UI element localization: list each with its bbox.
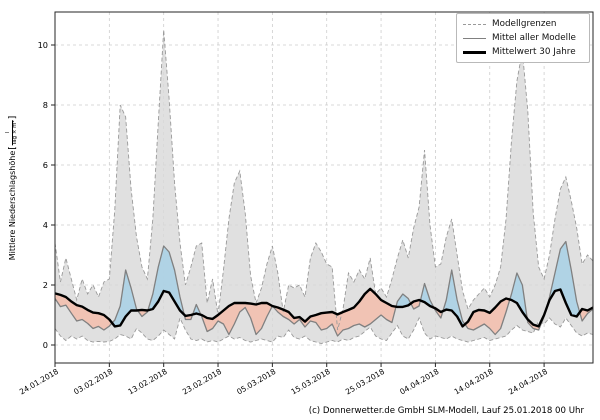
above-normal-fill	[147, 246, 185, 315]
y-tick-label: 2	[43, 280, 48, 290]
y-tick-label: 6	[43, 160, 48, 170]
x-tick-label: 24.04.2018	[507, 367, 549, 397]
x-tick-label: 23.02.2018	[181, 367, 223, 397]
below-normal-fill	[137, 309, 148, 317]
x-tick-label: 03.02.2018	[72, 367, 114, 397]
above-normal-fill	[442, 270, 465, 327]
axes: 0 2 4 6 8 10 24.01.2018 03.02.2018 13.02.2018 23.…	[18, 40, 549, 397]
below-normal-fill	[200, 288, 397, 336]
x-tick-label: 24.01.2018	[18, 367, 60, 397]
y-tick-label: 8	[43, 100, 48, 110]
legend-label: Mittelwert 30 Jahre	[492, 46, 576, 57]
x-tick-label: 13.02.2018	[127, 367, 169, 397]
model-range-band	[55, 30, 593, 344]
y-axis-unit-denominator: Tag × m²	[11, 120, 20, 146]
legend-item-model-bounds: Modellgrenzen	[463, 17, 584, 31]
below-normal-fill	[55, 293, 113, 330]
y-axis-unit-bracket-close: ]	[7, 115, 18, 120]
above-normal-fill	[396, 294, 411, 307]
x-tick-label: 14.04.2018	[453, 367, 495, 397]
y-tick-label: 0	[43, 340, 48, 350]
copyright-caption: (c) Donnerwetter.de GmbH SLM-Modell, Lau…	[308, 406, 584, 416]
y-tick-label: 10	[38, 40, 48, 50]
y-axis-label-text: Mittlere Niederschlagshöhe	[8, 150, 18, 261]
y-axis-unit-fraction: l Tag × m²	[5, 120, 20, 146]
black-line-swatch-icon	[463, 50, 486, 54]
dashed-line-swatch-icon	[463, 23, 486, 25]
legend-label: Mittel aller Modelle	[492, 32, 576, 43]
above-normal-fill	[192, 304, 201, 315]
model-min-line	[54, 316, 594, 344]
x-tick-label: 05.03.2018	[235, 367, 277, 397]
y-tick-label: 4	[43, 220, 48, 230]
y-axis-unit-bracket-open: [	[7, 146, 18, 150]
x-tick-label: 25.03.2018	[344, 367, 386, 397]
legend-item-model-mean: Mittel aller Modelle	[463, 31, 584, 45]
legend-item-30yr-mean: Mittelwert 30 Jahre	[463, 45, 584, 59]
y-axis-label: Mittlere Niederschlagshöhe [ l Tag × m² …	[5, 115, 20, 261]
climate-mean-line	[54, 287, 594, 328]
gray-line-swatch-icon	[463, 37, 486, 39]
x-tick-label: 15.03.2018	[290, 367, 332, 397]
legend-label: Modellgrenzen	[492, 18, 557, 29]
below-normal-fill	[464, 298, 510, 335]
plot-frame	[54, 11, 594, 364]
x-tick-label: 04.04.2018	[398, 367, 440, 397]
model-max-line	[54, 29, 594, 331]
model-mean-line	[54, 240, 594, 337]
above-normal-fill	[545, 241, 580, 317]
legend: Modellgrenzen Mittel aller Modelle Mitte…	[456, 13, 590, 63]
